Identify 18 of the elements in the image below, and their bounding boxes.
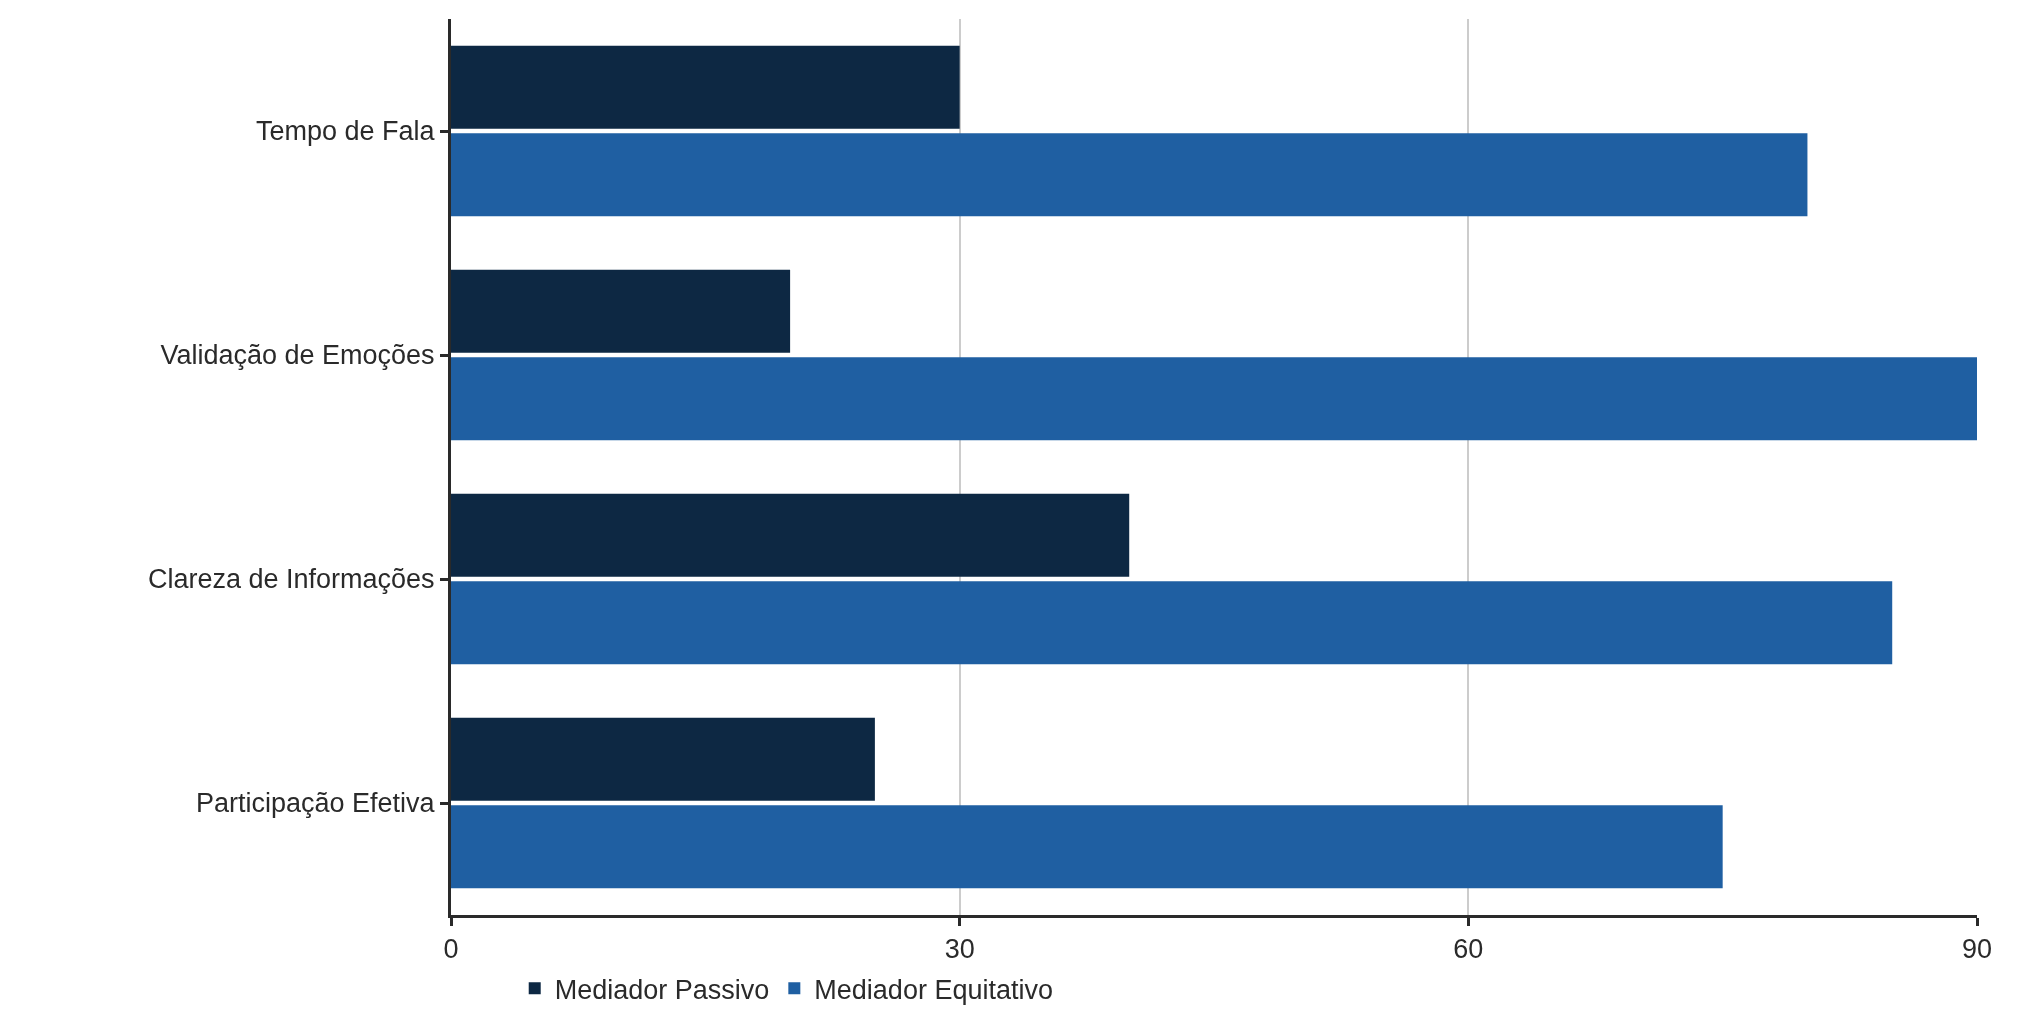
bar (451, 357, 1977, 441)
x-tick-label: 0 (443, 934, 459, 965)
x-tick-label: 30 (944, 934, 975, 965)
bar (451, 493, 1130, 577)
y-tick-label: Tempo de Fala (255, 116, 436, 147)
bar (451, 45, 960, 129)
bar (451, 133, 1808, 217)
legend-label: Mediador Passivo (554, 974, 770, 1005)
bar (451, 581, 1893, 665)
bar (451, 717, 875, 801)
y-tick-label: Participação Efetiva (195, 788, 436, 819)
x-tick-label: 90 (1961, 934, 1993, 965)
bar (451, 269, 791, 353)
y-tick-label: Clareza de Informações (147, 564, 435, 595)
x-tick-label: 60 (1453, 934, 1484, 965)
bar (451, 805, 1723, 889)
legend-label: Mediador Equitativo (814, 974, 1053, 1005)
y-tick-label: Validação de Emoções (160, 340, 435, 371)
